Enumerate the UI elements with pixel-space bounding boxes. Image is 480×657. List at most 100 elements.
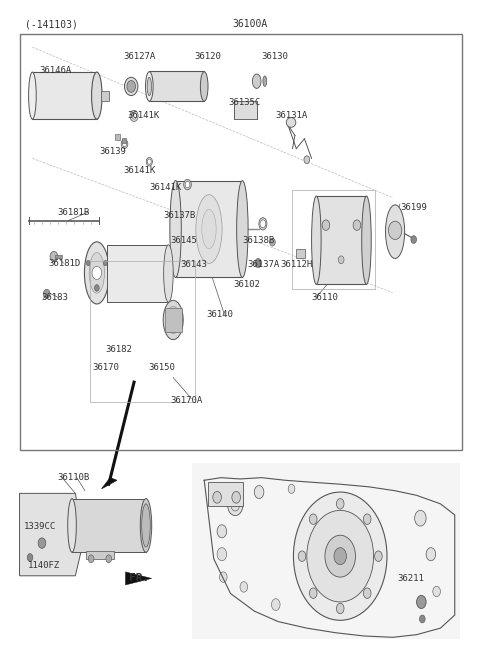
Circle shape bbox=[122, 141, 126, 147]
Circle shape bbox=[415, 510, 426, 526]
Circle shape bbox=[336, 603, 344, 614]
Ellipse shape bbox=[170, 181, 181, 277]
Ellipse shape bbox=[142, 504, 150, 547]
Polygon shape bbox=[20, 493, 84, 576]
Circle shape bbox=[88, 555, 94, 562]
Ellipse shape bbox=[89, 252, 105, 293]
Bar bbox=[207, 482, 243, 507]
Circle shape bbox=[336, 499, 344, 509]
Ellipse shape bbox=[92, 72, 102, 119]
Text: 36137A: 36137A bbox=[247, 260, 279, 269]
Circle shape bbox=[260, 220, 266, 228]
Bar bbox=[115, 134, 120, 140]
Circle shape bbox=[374, 551, 382, 561]
Circle shape bbox=[388, 221, 402, 240]
Text: FR.: FR. bbox=[129, 574, 150, 583]
Text: 36127A: 36127A bbox=[123, 53, 156, 62]
Circle shape bbox=[132, 112, 136, 119]
Bar bbox=[21, 34, 462, 449]
Text: 36181D: 36181D bbox=[48, 259, 81, 267]
Text: 36145: 36145 bbox=[171, 236, 198, 244]
Circle shape bbox=[217, 525, 227, 538]
Text: 1339CC: 1339CC bbox=[24, 522, 57, 531]
Ellipse shape bbox=[84, 242, 109, 304]
Circle shape bbox=[310, 588, 317, 599]
Bar bbox=[291, 190, 375, 289]
Circle shape bbox=[270, 238, 276, 246]
Polygon shape bbox=[102, 478, 117, 489]
Text: 36199: 36199 bbox=[400, 203, 427, 212]
Ellipse shape bbox=[145, 72, 153, 101]
Circle shape bbox=[92, 266, 102, 279]
Circle shape bbox=[353, 220, 361, 231]
Text: 36182: 36182 bbox=[106, 345, 132, 354]
Circle shape bbox=[272, 599, 280, 610]
Text: 36102: 36102 bbox=[234, 279, 261, 288]
Bar bbox=[176, 181, 242, 277]
Circle shape bbox=[104, 260, 108, 265]
Text: 36139: 36139 bbox=[99, 147, 126, 156]
Ellipse shape bbox=[164, 245, 173, 302]
Text: 36112H: 36112H bbox=[281, 260, 313, 269]
Circle shape bbox=[240, 581, 248, 592]
Circle shape bbox=[231, 499, 240, 511]
Text: 36135C: 36135C bbox=[228, 99, 260, 107]
Polygon shape bbox=[125, 572, 152, 585]
Text: 36138B: 36138B bbox=[242, 236, 275, 244]
Circle shape bbox=[307, 510, 373, 602]
Bar bbox=[72, 499, 146, 553]
Text: 36100A: 36100A bbox=[232, 19, 267, 30]
Ellipse shape bbox=[121, 139, 128, 148]
Text: 36141K: 36141K bbox=[149, 183, 181, 193]
Bar bbox=[316, 196, 366, 284]
Ellipse shape bbox=[312, 196, 321, 284]
Bar bbox=[121, 138, 126, 143]
Bar bbox=[165, 308, 182, 332]
Ellipse shape bbox=[147, 78, 152, 96]
Ellipse shape bbox=[237, 181, 248, 277]
Circle shape bbox=[185, 181, 190, 188]
Text: 36143: 36143 bbox=[180, 260, 207, 269]
Ellipse shape bbox=[196, 194, 222, 263]
Text: 36183: 36183 bbox=[41, 292, 68, 302]
Text: 36146A: 36146A bbox=[39, 66, 72, 75]
Circle shape bbox=[254, 486, 264, 499]
Circle shape bbox=[50, 251, 58, 261]
Bar bbox=[234, 101, 257, 119]
Text: 36140: 36140 bbox=[206, 309, 233, 319]
Ellipse shape bbox=[200, 72, 208, 101]
Ellipse shape bbox=[263, 76, 267, 87]
Bar bbox=[55, 254, 62, 258]
Text: 36150: 36150 bbox=[148, 363, 175, 373]
Circle shape bbox=[127, 81, 135, 93]
Circle shape bbox=[363, 588, 371, 599]
Ellipse shape bbox=[184, 179, 192, 190]
Circle shape bbox=[325, 535, 356, 577]
Circle shape bbox=[38, 538, 46, 549]
Bar bbox=[149, 72, 204, 101]
Ellipse shape bbox=[259, 217, 267, 230]
Circle shape bbox=[338, 256, 344, 263]
Ellipse shape bbox=[252, 74, 261, 89]
Ellipse shape bbox=[362, 196, 371, 284]
Ellipse shape bbox=[304, 156, 310, 164]
Circle shape bbox=[232, 491, 240, 503]
Circle shape bbox=[426, 548, 436, 560]
Circle shape bbox=[293, 492, 387, 620]
Bar bbox=[101, 91, 109, 101]
Bar bbox=[33, 72, 97, 119]
Text: 36170: 36170 bbox=[92, 363, 119, 373]
Bar bbox=[90, 261, 195, 402]
Circle shape bbox=[420, 615, 425, 623]
Circle shape bbox=[417, 595, 426, 608]
Ellipse shape bbox=[163, 300, 183, 340]
Circle shape bbox=[217, 548, 227, 560]
Ellipse shape bbox=[29, 72, 36, 119]
Text: 36141K: 36141K bbox=[123, 166, 156, 175]
Text: 36137B: 36137B bbox=[164, 212, 196, 221]
Circle shape bbox=[43, 289, 50, 298]
Bar bbox=[86, 551, 114, 559]
Text: 36120: 36120 bbox=[195, 53, 222, 62]
Text: 36130: 36130 bbox=[262, 53, 288, 62]
Text: 36141K: 36141K bbox=[128, 112, 160, 120]
